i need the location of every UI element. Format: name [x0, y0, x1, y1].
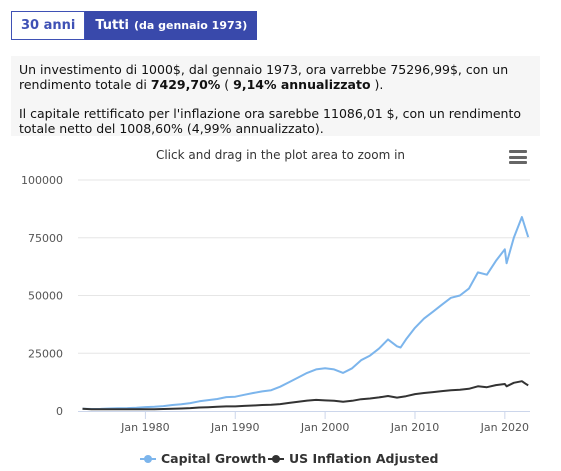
summary-text: Un investimento di 1000$, dal gennaio 19… [19, 62, 509, 92]
legend-swatch [140, 454, 156, 463]
nominal-summary: Un investimento di 1000$, dal gennaio 19… [19, 62, 532, 92]
x-tick-label: Jan 2020 [480, 421, 529, 434]
summary-text: ( [220, 77, 234, 92]
y-tick-label: 25000 [28, 347, 63, 360]
series-group [82, 216, 530, 411]
y-axis: 0 25000 50000 75000 100000 [21, 174, 63, 418]
y-tick-label: 0 [56, 405, 63, 418]
x-tick-label: Jan 2000 [300, 421, 349, 434]
gridlines [78, 179, 530, 354]
investment-summary: Un investimento di 1000$, dal gennaio 19… [11, 56, 540, 136]
legend-label: US Inflation Adjusted [289, 451, 439, 466]
x-axis: Jan 1980 Jan 1990 Jan 2000 Jan 2010 Jan 2020 [78, 411, 530, 434]
x-tick-label: Jan 1980 [120, 421, 169, 434]
chart-zoom-hint: Click and drag in the plot area to zoom … [155, 148, 406, 162]
x-tick-label: Jan 2010 [390, 421, 439, 434]
legend-item-us-inflation-adjusted[interactable]: US Inflation Adjusted [268, 451, 439, 466]
chart-menu-icon[interactable] [509, 150, 527, 164]
tab-label: 30 anni [21, 18, 76, 33]
series-line-capital-growth[interactable] [82, 216, 530, 410]
tab-label: Tutti [95, 18, 129, 33]
y-tick-label: 100000 [21, 174, 63, 187]
total-return-value: 7429,70% [150, 77, 221, 92]
series-line-us-inflation-adjusted[interactable] [82, 380, 529, 411]
tab-suffix: (da gennaio 1973) [133, 19, 248, 32]
legend-label: Capital Growth [161, 451, 267, 466]
period-tabs: 30 anni Tutti (da gennaio 1973) [11, 11, 258, 40]
tab-tutti[interactable]: Tutti (da gennaio 1973) [85, 11, 258, 40]
summary-text: ). [370, 77, 384, 92]
y-tick-label: 50000 [28, 290, 63, 303]
tab-30-anni[interactable]: 30 anni [11, 11, 86, 40]
annualized-return-value: 9,14% annualizzato [233, 77, 371, 92]
x-tick-label: Jan 1990 [210, 421, 259, 434]
legend-swatch [268, 454, 284, 463]
chart-legend: Capital Growth US Inflation Adjusted [0, 451, 561, 469]
legend-item-capital-growth[interactable]: Capital Growth [140, 451, 266, 466]
inflation-summary: Il capitale rettificato per l'inflazione… [19, 106, 522, 136]
y-tick-label: 75000 [28, 232, 63, 245]
